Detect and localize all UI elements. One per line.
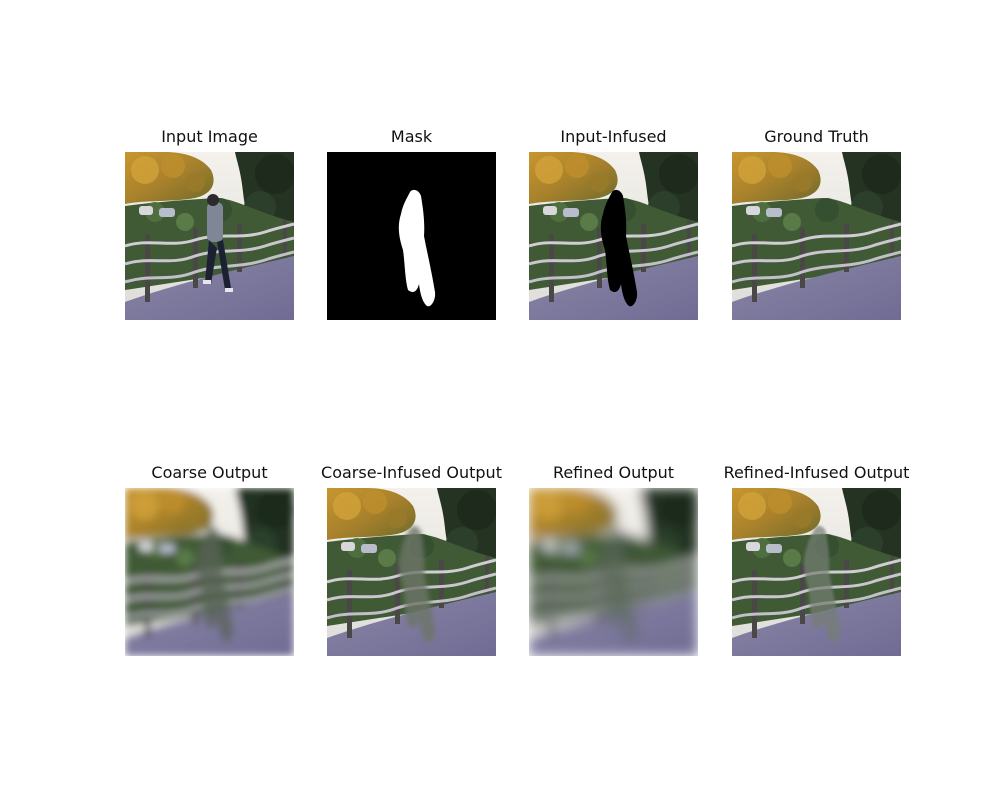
panel-title: Coarse-Infused Output — [321, 463, 502, 482]
panel-title: Refined-Infused Output — [723, 463, 910, 482]
input-image — [125, 152, 294, 320]
mask-image — [327, 152, 496, 320]
panel-title: Refined Output — [552, 463, 675, 482]
panel-coarse-output: Coarse Output — [125, 463, 294, 656]
refined-infused-output-image — [732, 488, 901, 656]
panel-title: Input-Infused — [560, 127, 667, 146]
ground-truth-image — [732, 152, 901, 320]
panel-input-image: Input Image — [125, 127, 294, 320]
panel-refined-output: Refined Output — [529, 463, 698, 656]
input-infused-image — [529, 152, 698, 320]
panel-coarse-infused-output: Coarse-Infused Output — [321, 463, 502, 656]
panel-input-infused: Input-Infused — [529, 127, 698, 320]
panel-ground-truth: Ground Truth — [732, 127, 901, 320]
panel-refined-infused-output: Refined-Infused Output — [724, 463, 909, 656]
coarse-output-image — [125, 488, 294, 656]
panel-mask: Mask — [327, 127, 496, 320]
panel-title: Input Image — [161, 127, 258, 146]
refined-output-image — [529, 488, 698, 656]
panel-title: Ground Truth — [764, 127, 869, 146]
panel-title: Coarse Output — [151, 463, 268, 482]
panel-title: Mask — [390, 127, 433, 146]
coarse-infused-output-image — [327, 488, 496, 656]
